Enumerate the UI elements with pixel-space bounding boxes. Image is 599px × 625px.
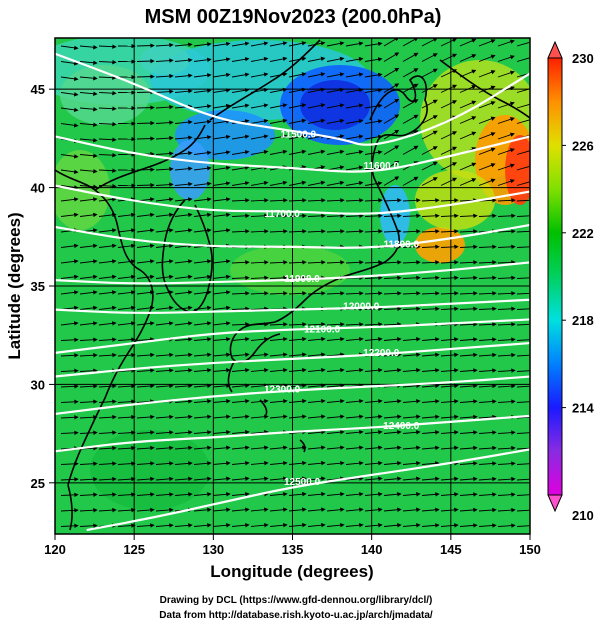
y-tick-label: 40 bbox=[31, 181, 45, 196]
colorbar-scale bbox=[547, 57, 563, 496]
x-axis-ticks: 120 125 130 135 140 145 150 bbox=[44, 534, 541, 557]
contour-label: 12000.0 bbox=[343, 302, 380, 313]
y-axis-label: Latitude (degrees) bbox=[5, 212, 24, 359]
y-tick-label: 30 bbox=[31, 377, 45, 392]
contour-line bbox=[55, 52, 530, 146]
chart-title: MSM 00Z19Nov2023 (200.0hPa) bbox=[145, 6, 442, 28]
x-tick-label: 140 bbox=[361, 542, 383, 557]
colorbar: 210 214 218 222 226 230 bbox=[547, 40, 594, 523]
colorbar-label: 230 bbox=[572, 51, 594, 66]
contour-label: 11700.0 bbox=[264, 209, 300, 220]
contour-line bbox=[55, 375, 530, 416]
colorbar-label: 214 bbox=[572, 401, 594, 416]
x-tick-label: 135 bbox=[282, 542, 304, 557]
x-axis-label: Longitude (degrees) bbox=[210, 562, 373, 581]
contour-line bbox=[55, 341, 530, 378]
x-tick-label: 120 bbox=[44, 542, 66, 557]
plot-area: 11500.0 11600.0 11700.0 11800.0 11900.0 12000… bbox=[54, 37, 531, 535]
y-axis-ticks: 25 30 35 40 45 bbox=[31, 82, 55, 491]
colorbar-label: 210 bbox=[572, 508, 594, 523]
contour-line bbox=[55, 318, 530, 355]
colorbar-min-arrow bbox=[547, 494, 563, 513]
contour-label: 12300.0 bbox=[264, 384, 301, 395]
contour-label: 12100.0 bbox=[304, 324, 341, 335]
contour-label: 12500.0 bbox=[284, 477, 321, 488]
contour-label: 11900.0 bbox=[284, 274, 320, 285]
y-tick-label: 25 bbox=[31, 476, 45, 491]
y-tick-label: 45 bbox=[31, 82, 45, 97]
y-tick-label: 35 bbox=[31, 279, 45, 294]
contour-line bbox=[86, 448, 530, 532]
x-tick-label: 125 bbox=[123, 542, 145, 557]
x-tick-label: 130 bbox=[202, 542, 224, 557]
contour-line bbox=[55, 184, 530, 215]
contour-label: 12400.0 bbox=[383, 421, 420, 432]
contour-label: 11600.0 bbox=[363, 161, 399, 172]
contour-label: 12200.0 bbox=[363, 348, 400, 359]
contour-line bbox=[55, 261, 530, 285]
colorbar-label: 222 bbox=[572, 226, 594, 241]
colorbar-max-arrow bbox=[547, 40, 563, 59]
colorbar-label: 226 bbox=[572, 138, 594, 153]
contour-line bbox=[55, 298, 530, 314]
contour-label: 11800.0 bbox=[383, 240, 419, 251]
x-tick-label: 145 bbox=[440, 542, 462, 557]
height-contours: 11500.0 11600.0 11700.0 11800.0 11900.0 12000… bbox=[55, 52, 530, 532]
contour-line bbox=[55, 135, 530, 173]
credit-data: Data from http://database.rish.kyoto-u.a… bbox=[159, 610, 433, 621]
credit-drawing: Drawing by DCL (https://www.gfd-dennou.o… bbox=[160, 595, 433, 606]
colorbar-label: 218 bbox=[572, 313, 594, 328]
contour-label: 11500.0 bbox=[281, 129, 317, 140]
contour-line bbox=[55, 223, 530, 249]
contour-line bbox=[55, 414, 530, 453]
x-tick-label: 150 bbox=[519, 542, 541, 557]
